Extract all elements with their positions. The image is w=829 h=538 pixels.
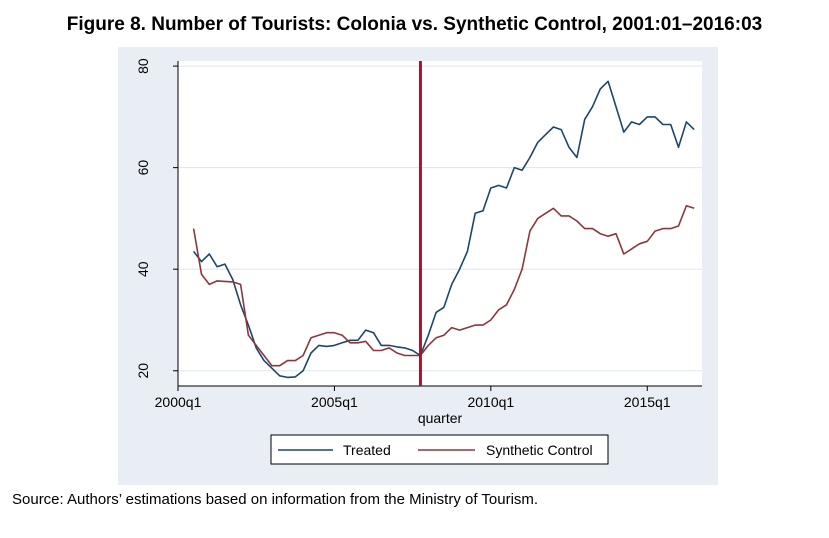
x-tick-label: 2015q1 bbox=[624, 394, 671, 410]
x-axis-title: quarter bbox=[418, 410, 463, 426]
y-tick-label: 60 bbox=[135, 160, 151, 176]
legend-label-synthetic: Synthetic Control bbox=[486, 442, 593, 458]
series-lines bbox=[192, 80, 695, 379]
treated-series-line bbox=[192, 80, 695, 379]
x-tick-label: 2000q1 bbox=[155, 394, 202, 410]
x-tick-label: 2010q1 bbox=[467, 394, 514, 410]
legend-label-treated: Treated bbox=[343, 442, 391, 458]
figure-title: Figure 8. Number of Tourists: Colonia vs… bbox=[66, 14, 763, 35]
synthetic-control-series-line bbox=[192, 204, 695, 367]
y-tick-label: 40 bbox=[135, 261, 151, 277]
chart-panel: 20 40 60 80 2000q1 2005q1 2010q1 2015q1 quarter… bbox=[118, 47, 718, 485]
grid-lines bbox=[178, 65, 702, 372]
x-tick-label: 2005q1 bbox=[311, 394, 358, 410]
y-tick-label: 20 bbox=[135, 363, 151, 379]
legend: Treated Synthetic Control bbox=[270, 434, 609, 465]
source-note: Source: Authors’ estimations based on in… bbox=[12, 491, 539, 508]
y-tick-label: 80 bbox=[135, 58, 151, 74]
axes: 20 40 60 80 2000q1 2005q1 2010q1 2015q1 bbox=[135, 58, 702, 410]
plot-region bbox=[178, 61, 702, 386]
